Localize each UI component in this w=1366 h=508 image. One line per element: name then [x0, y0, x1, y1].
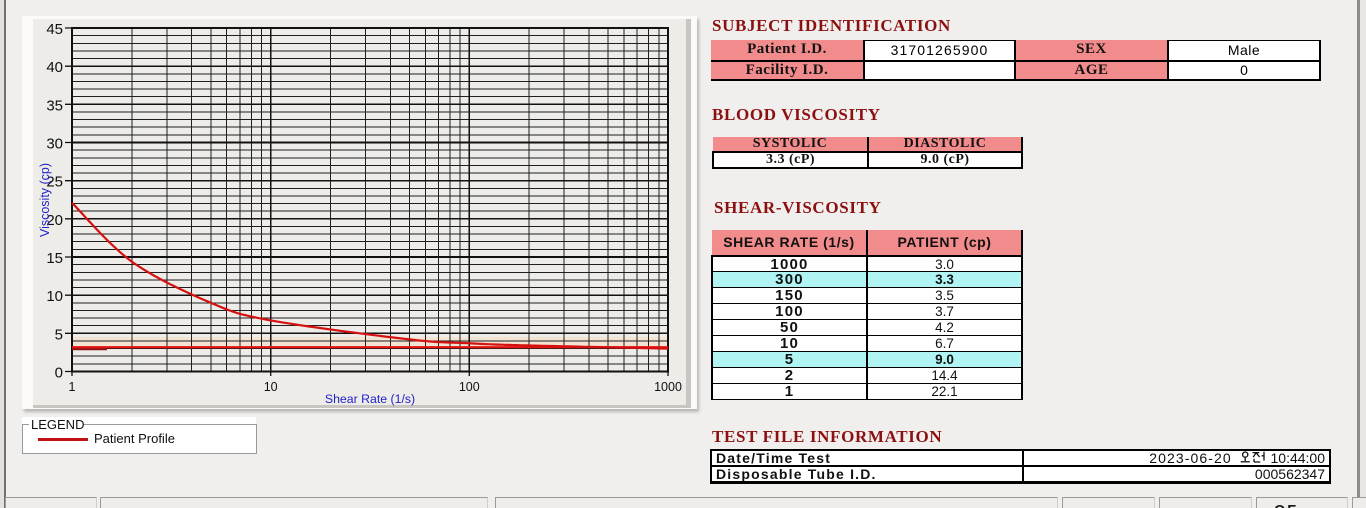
svg-text:10: 10	[264, 380, 278, 394]
svg-text:Shear Rate (1/s): Shear Rate (1/s)	[325, 392, 415, 406]
svg-text:1000: 1000	[654, 380, 682, 394]
svg-text:15: 15	[46, 250, 63, 267]
svg-text:Viscosity (cp): Viscosity (cp)	[38, 163, 52, 237]
svg-text:45: 45	[46, 21, 63, 38]
svg-text:1: 1	[69, 380, 76, 394]
svg-text:35: 35	[46, 97, 63, 114]
svg-text:25: 25	[46, 174, 63, 191]
svg-text:0: 0	[55, 365, 63, 382]
svg-text:30: 30	[46, 136, 63, 153]
svg-text:20: 20	[46, 212, 63, 229]
svg-text:5: 5	[55, 326, 63, 343]
svg-text:10: 10	[46, 288, 63, 305]
svg-text:100: 100	[459, 380, 480, 394]
svg-text:40: 40	[46, 59, 63, 76]
